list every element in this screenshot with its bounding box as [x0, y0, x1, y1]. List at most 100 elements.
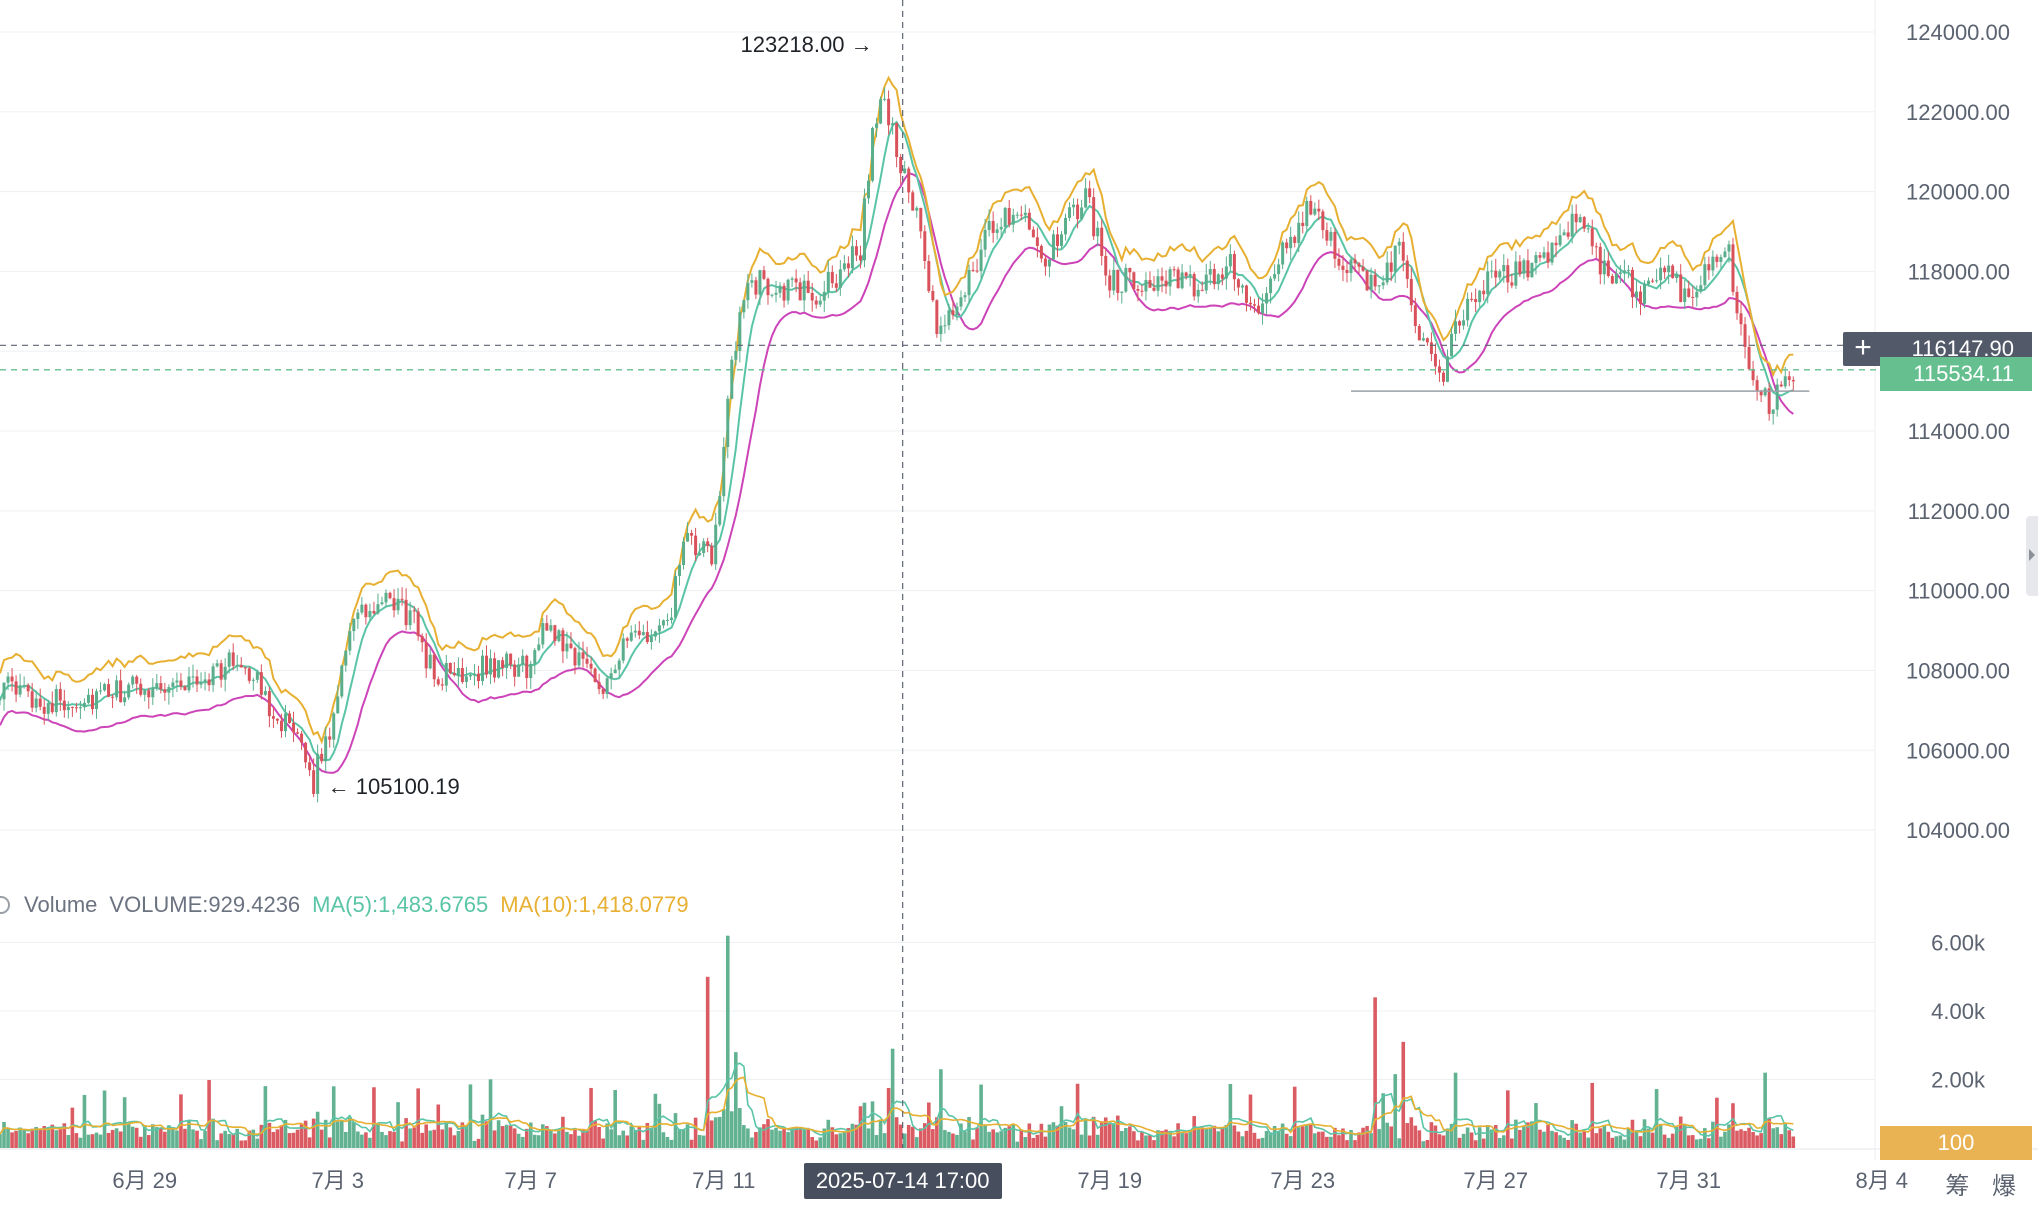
- volume-bar: [657, 1103, 662, 1148]
- volume-bar: [637, 1127, 642, 1148]
- volume-bar: [1719, 1136, 1723, 1148]
- price-tick-label: 108000.00: [1906, 658, 2010, 683]
- volume-bar: [931, 1129, 935, 1148]
- add-alert-plus-icon[interactable]: +: [1843, 332, 1883, 366]
- volume-bar: [319, 1129, 324, 1148]
- volume-bar: [1172, 1136, 1176, 1148]
- volume-bar: [472, 1140, 477, 1148]
- volume-bar: [1180, 1131, 1184, 1148]
- candle-body: [1228, 254, 1232, 267]
- volume-bar: [1136, 1140, 1140, 1148]
- candle-body: [943, 325, 947, 327]
- volume-bar: [1566, 1140, 1570, 1148]
- volume-bar: [380, 1131, 384, 1148]
- candle-body: [907, 168, 911, 193]
- candle-body: [1108, 275, 1112, 291]
- volume-bar: [138, 1136, 143, 1148]
- volume-bar: [826, 1119, 831, 1148]
- candle-body: [396, 598, 400, 611]
- candle-body: [1051, 234, 1055, 260]
- volume-bar: [460, 1122, 465, 1148]
- candle-body: [292, 722, 296, 733]
- candle-body: [637, 630, 641, 636]
- volume-bar: [480, 1114, 485, 1148]
- volume-bar: [239, 1140, 244, 1148]
- candle-body: [1514, 261, 1518, 286]
- candle-body: [955, 306, 959, 316]
- candle-body: [259, 672, 263, 695]
- volume-bar: [231, 1134, 236, 1148]
- volume-bar: [681, 1129, 686, 1148]
- volume-bar: [902, 1133, 907, 1148]
- volume-bar: [649, 1127, 654, 1148]
- candle-body: [1164, 280, 1168, 287]
- volume-bar: [1461, 1133, 1466, 1148]
- candle-body: [1265, 293, 1269, 304]
- candle-body: [111, 696, 115, 698]
- candle-body: [1530, 262, 1534, 278]
- volume-bar: [400, 1141, 404, 1148]
- volume-bar: [420, 1132, 424, 1148]
- candle-body: [814, 300, 818, 305]
- volume-bar: [1272, 1125, 1277, 1148]
- candle-body: [316, 753, 320, 794]
- candle-body: [1470, 298, 1474, 300]
- candle-body: [1606, 260, 1610, 276]
- volume-bar: [1164, 1129, 1168, 1148]
- volume-bar: [661, 1132, 666, 1148]
- candle-body: [1466, 298, 1470, 321]
- candle-body: [66, 706, 70, 711]
- side-panel-toggle-icon[interactable]: [2026, 516, 2038, 596]
- candle-body: [1309, 200, 1313, 215]
- volume-bar: [1184, 1133, 1188, 1148]
- candle-body: [1329, 231, 1333, 241]
- corner-toolbar-text[interactable]: 筹 爆: [1945, 1173, 2024, 1200]
- volume-bar: [54, 1130, 59, 1148]
- volume-bar: [1003, 1127, 1008, 1148]
- volume-bar: [42, 1126, 47, 1148]
- volume-bar: [448, 1127, 453, 1148]
- candle-body: [537, 644, 541, 651]
- candle-body: [714, 524, 718, 565]
- volume-bar: [545, 1126, 549, 1148]
- volume-bar: [1501, 1135, 1506, 1148]
- candle-body: [283, 713, 287, 732]
- candle-body: [1055, 234, 1059, 246]
- candle-body: [1574, 213, 1578, 223]
- volume-bar: [717, 1116, 722, 1148]
- volume-bar: [729, 1111, 734, 1148]
- candle-body: [774, 292, 778, 295]
- candle-body: [1707, 264, 1711, 271]
- candle-body: [782, 285, 786, 301]
- candle-body: [927, 261, 931, 292]
- candle-body: [481, 655, 484, 682]
- candle-body: [288, 713, 291, 723]
- volume-bar: [98, 1134, 103, 1148]
- candle-body: [1277, 264, 1281, 275]
- candle-body: [1478, 290, 1482, 303]
- volume-bar: [142, 1125, 147, 1148]
- volume-bar: [1075, 1083, 1080, 1148]
- volume-bar: [822, 1128, 827, 1148]
- candle-body: [1437, 366, 1441, 373]
- volume-bar: [211, 1118, 215, 1148]
- candle-body: [22, 685, 26, 687]
- indicator-toggle-icon[interactable]: [0, 896, 10, 914]
- volume-bar: [963, 1131, 967, 1148]
- volume-bar: [1196, 1126, 1201, 1148]
- price-ma-lines: [0, 75, 1794, 774]
- volume-bar: [1493, 1125, 1498, 1148]
- candle-body: [34, 698, 38, 708]
- volume-bar: [1385, 1122, 1389, 1148]
- volume-bar: [372, 1087, 376, 1148]
- volume-bar: [734, 1052, 738, 1148]
- candle-body: [605, 678, 609, 694]
- volume-bar: [890, 1048, 895, 1148]
- volume-bar: [995, 1132, 999, 1148]
- candle-body: [14, 681, 18, 695]
- volume-bar: [496, 1120, 501, 1148]
- candle-body: [54, 689, 58, 713]
- volume-bar: [1019, 1129, 1024, 1148]
- volume-bar: [770, 1129, 774, 1148]
